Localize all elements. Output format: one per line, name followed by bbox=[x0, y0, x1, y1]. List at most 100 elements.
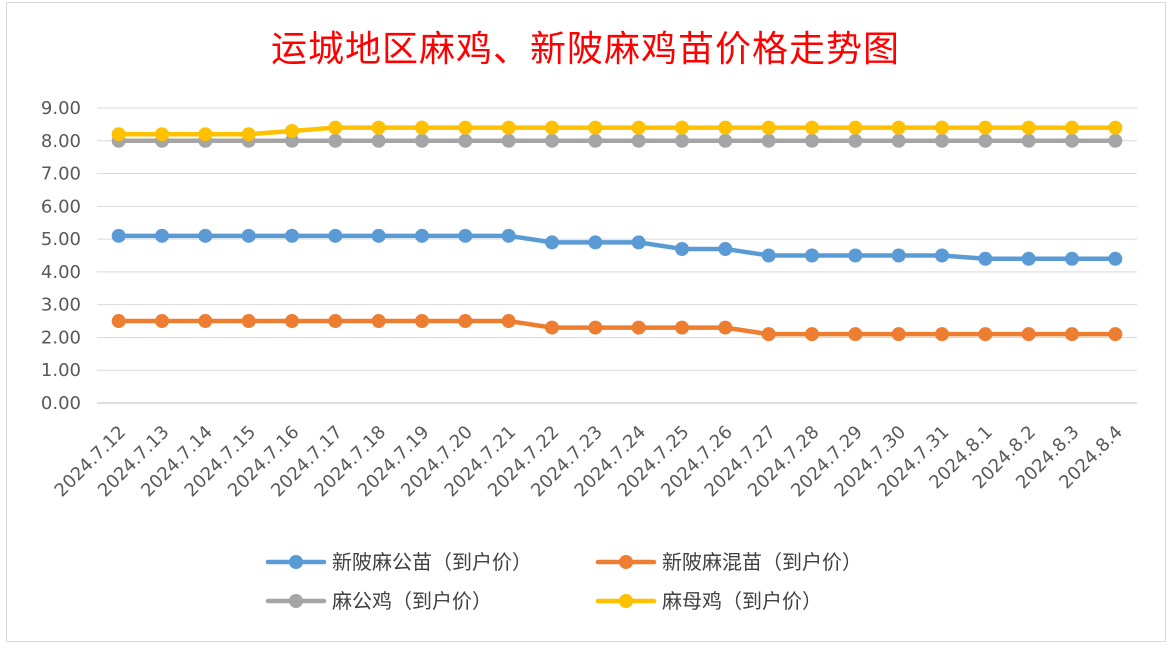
data-point bbox=[1021, 120, 1036, 135]
data-point bbox=[935, 120, 949, 135]
data-point bbox=[935, 327, 949, 342]
series-3 bbox=[111, 133, 1123, 148]
chart-title: 运城地区麻鸡、新陂麻鸡苗价格走势图 bbox=[270, 29, 900, 70]
data-point bbox=[978, 133, 993, 148]
data-point bbox=[501, 120, 516, 135]
data-point bbox=[285, 133, 299, 148]
y-tick-label: 3.00 bbox=[41, 295, 81, 316]
data-point bbox=[978, 251, 993, 266]
data-point bbox=[371, 228, 386, 243]
data-point bbox=[415, 314, 429, 329]
data-point bbox=[891, 120, 906, 135]
data-point bbox=[328, 228, 343, 243]
legend-label: 新陂麻公苗（到户价） bbox=[332, 550, 532, 574]
legend-swatch-marker bbox=[619, 594, 633, 608]
data-point bbox=[415, 228, 429, 243]
data-point bbox=[631, 235, 646, 250]
data-point bbox=[241, 314, 256, 329]
data-point bbox=[761, 327, 776, 342]
data-point bbox=[111, 228, 126, 243]
data-point bbox=[588, 120, 603, 135]
data-point bbox=[285, 314, 299, 329]
data-point bbox=[675, 133, 689, 148]
series-line bbox=[116, 318, 1118, 337]
data-point bbox=[545, 235, 559, 250]
y-tick-label: 9.00 bbox=[41, 98, 81, 119]
data-point bbox=[891, 248, 906, 263]
y-tick-label: 0.00 bbox=[41, 393, 81, 414]
data-point bbox=[675, 120, 689, 135]
data-point bbox=[891, 327, 906, 342]
legend-label: 麻母鸡（到户价） bbox=[662, 589, 822, 613]
data-point bbox=[545, 120, 559, 135]
data-point bbox=[805, 120, 819, 135]
data-point bbox=[415, 120, 429, 135]
data-point bbox=[761, 133, 776, 148]
data-point bbox=[155, 127, 169, 142]
data-point bbox=[718, 320, 733, 335]
legend-swatch-marker bbox=[289, 555, 303, 569]
legend-swatch-marker bbox=[289, 594, 303, 608]
data-point bbox=[588, 133, 603, 148]
data-point bbox=[805, 133, 819, 148]
data-point bbox=[501, 228, 516, 243]
x-axis-ticks: 2024.7.122024.7.132024.7.142024.7.152024… bbox=[51, 422, 1127, 502]
data-point bbox=[848, 327, 863, 342]
data-point bbox=[328, 133, 343, 148]
data-point bbox=[458, 120, 473, 135]
data-point bbox=[155, 228, 169, 243]
data-point bbox=[935, 248, 949, 263]
data-point bbox=[848, 133, 863, 148]
data-point bbox=[1065, 327, 1079, 342]
legend-swatch-marker bbox=[619, 555, 633, 569]
data-point bbox=[371, 314, 386, 329]
data-point bbox=[458, 133, 473, 148]
y-tick-label: 5.00 bbox=[41, 229, 81, 250]
data-point bbox=[631, 133, 646, 148]
data-point bbox=[371, 120, 386, 135]
data-point bbox=[848, 248, 863, 263]
data-point bbox=[1108, 133, 1123, 148]
data-point bbox=[241, 127, 256, 142]
data-point bbox=[1108, 251, 1123, 266]
data-point bbox=[111, 314, 126, 329]
data-point bbox=[761, 120, 776, 135]
gridlines bbox=[97, 107, 1137, 404]
y-tick-label: 6.00 bbox=[41, 196, 81, 217]
legend-label: 麻公鸡（到户价） bbox=[332, 589, 492, 613]
data-point bbox=[588, 235, 603, 250]
legend-item: 麻母鸡（到户价） bbox=[595, 589, 822, 613]
data-point bbox=[675, 320, 689, 335]
data-point bbox=[198, 228, 213, 243]
data-point bbox=[501, 133, 516, 148]
data-point bbox=[805, 327, 819, 342]
data-point bbox=[111, 127, 126, 142]
data-point bbox=[631, 320, 646, 335]
data-point bbox=[1021, 133, 1036, 148]
data-point bbox=[761, 248, 776, 263]
data-point bbox=[718, 133, 733, 148]
legend-label: 新陂麻混苗（到户价） bbox=[662, 550, 862, 574]
data-point bbox=[415, 133, 429, 148]
data-point bbox=[198, 314, 213, 329]
data-point bbox=[501, 314, 516, 329]
data-point bbox=[458, 314, 473, 329]
legend-item: 麻公鸡（到户价） bbox=[265, 589, 492, 613]
data-point bbox=[155, 314, 169, 329]
data-point bbox=[1021, 327, 1036, 342]
data-point bbox=[978, 120, 993, 135]
data-point bbox=[891, 133, 906, 148]
data-point bbox=[545, 133, 559, 148]
y-tick-label: 4.00 bbox=[41, 262, 81, 283]
y-tick-label: 8.00 bbox=[41, 131, 81, 152]
data-point bbox=[675, 241, 689, 256]
data-point bbox=[1065, 133, 1079, 148]
data-point bbox=[588, 320, 603, 335]
series-line bbox=[116, 233, 1118, 262]
data-point bbox=[545, 320, 559, 335]
series-4 bbox=[111, 120, 1123, 142]
data-point bbox=[935, 133, 949, 148]
data-point bbox=[978, 327, 993, 342]
data-point bbox=[805, 248, 819, 263]
